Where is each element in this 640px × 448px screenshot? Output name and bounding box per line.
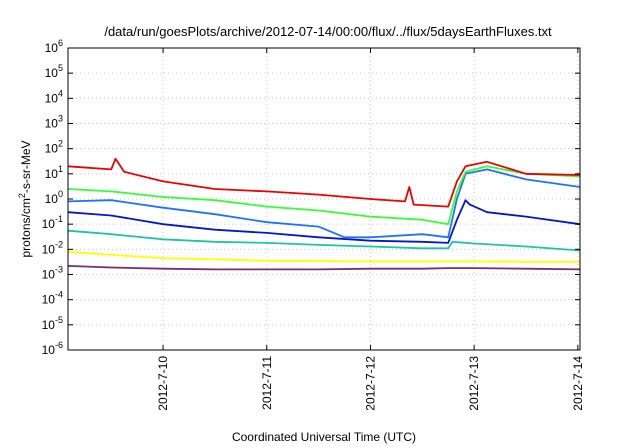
- y-tick-label: 10-3: [42, 265, 63, 282]
- x-axis: 2012-7-10 2012-7-11 2012-7-12 2012-7-13 2012…: [156, 48, 585, 411]
- series-line-4: [67, 168, 581, 239]
- x-tick-label: 2012-7-12: [363, 356, 377, 411]
- y-tick-label: 10-4: [42, 290, 63, 307]
- y-tick-label: 100: [45, 189, 63, 206]
- series-line-6: [67, 157, 581, 208]
- y-tick-label: 101: [45, 164, 63, 181]
- series-line-1: [67, 250, 580, 263]
- series-group: [67, 157, 581, 271]
- x-tick-label: 2012-7-13: [467, 356, 481, 411]
- series-line-5: [67, 165, 581, 226]
- x-tick-label: 2012-7-11: [260, 356, 274, 410]
- y-tick-label: 10-1: [42, 214, 63, 231]
- y-tick-label: 102: [45, 139, 63, 156]
- series-line-2: [67, 229, 581, 252]
- series-line-0: [67, 265, 581, 271]
- y-axis-label: protons/cm2-s-sr-MeV: [17, 140, 33, 257]
- chart-title: /data/run/goesPlots/archive/2012-07-14/0…: [104, 24, 552, 39]
- grid: [68, 47, 580, 351]
- x-tick-label: 2012-7-10: [156, 356, 170, 411]
- y-tick-label: 105: [45, 63, 63, 80]
- y-tick-label: 10-2: [42, 239, 63, 256]
- x-axis-label: Coordinated Universal Time (UTC): [232, 430, 416, 444]
- y-tick-label: 10-6: [42, 340, 63, 357]
- y-tick-label: 10-5: [42, 315, 63, 332]
- y-tick-label: 103: [45, 114, 63, 131]
- x-tick-label: 2012-7-14: [571, 356, 585, 411]
- y-tick-label: 104: [45, 88, 63, 105]
- y-axis: 10-6 10-5 10-4 10-3 10-2 10-1 100 101 102 103 104 1…: [42, 38, 580, 357]
- series-line-3: [67, 199, 581, 244]
- y-tick-label: 106: [45, 38, 63, 55]
